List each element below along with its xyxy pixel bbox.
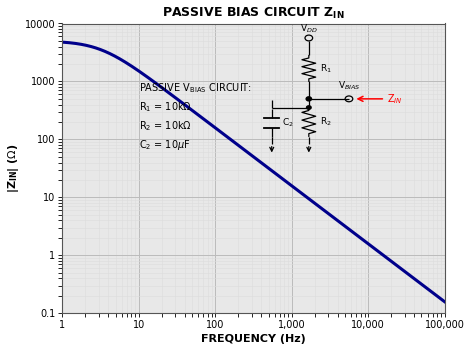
Circle shape [306, 106, 311, 109]
Text: V$_{DD}$: V$_{DD}$ [300, 22, 318, 35]
Text: V$_{BIAS}$: V$_{BIAS}$ [337, 79, 360, 92]
Text: R$_1$: R$_1$ [320, 62, 332, 75]
Y-axis label: |Z$_{\mathregular{IN}}$| ($\Omega$): |Z$_{\mathregular{IN}}$| ($\Omega$) [6, 144, 21, 193]
Text: PASSIVE V$_{\mathregular{BIAS}}$ CIRCUIT:
R$_1$ = 10k$\Omega$
R$_2$ = 10k$\Omega: PASSIVE V$_{\mathregular{BIAS}}$ CIRCUIT… [139, 82, 252, 152]
Text: R$_2$: R$_2$ [320, 116, 331, 128]
Text: C$_2$: C$_2$ [282, 117, 294, 129]
X-axis label: FREQUENCY (Hz): FREQUENCY (Hz) [201, 335, 306, 344]
Text: Z$_{IN}$: Z$_{IN}$ [387, 92, 403, 106]
Circle shape [306, 97, 312, 101]
Title: PASSIVE BIAS CIRCUIT Z$_{\mathregular{IN}}$: PASSIVE BIAS CIRCUIT Z$_{\mathregular{IN… [162, 6, 345, 21]
